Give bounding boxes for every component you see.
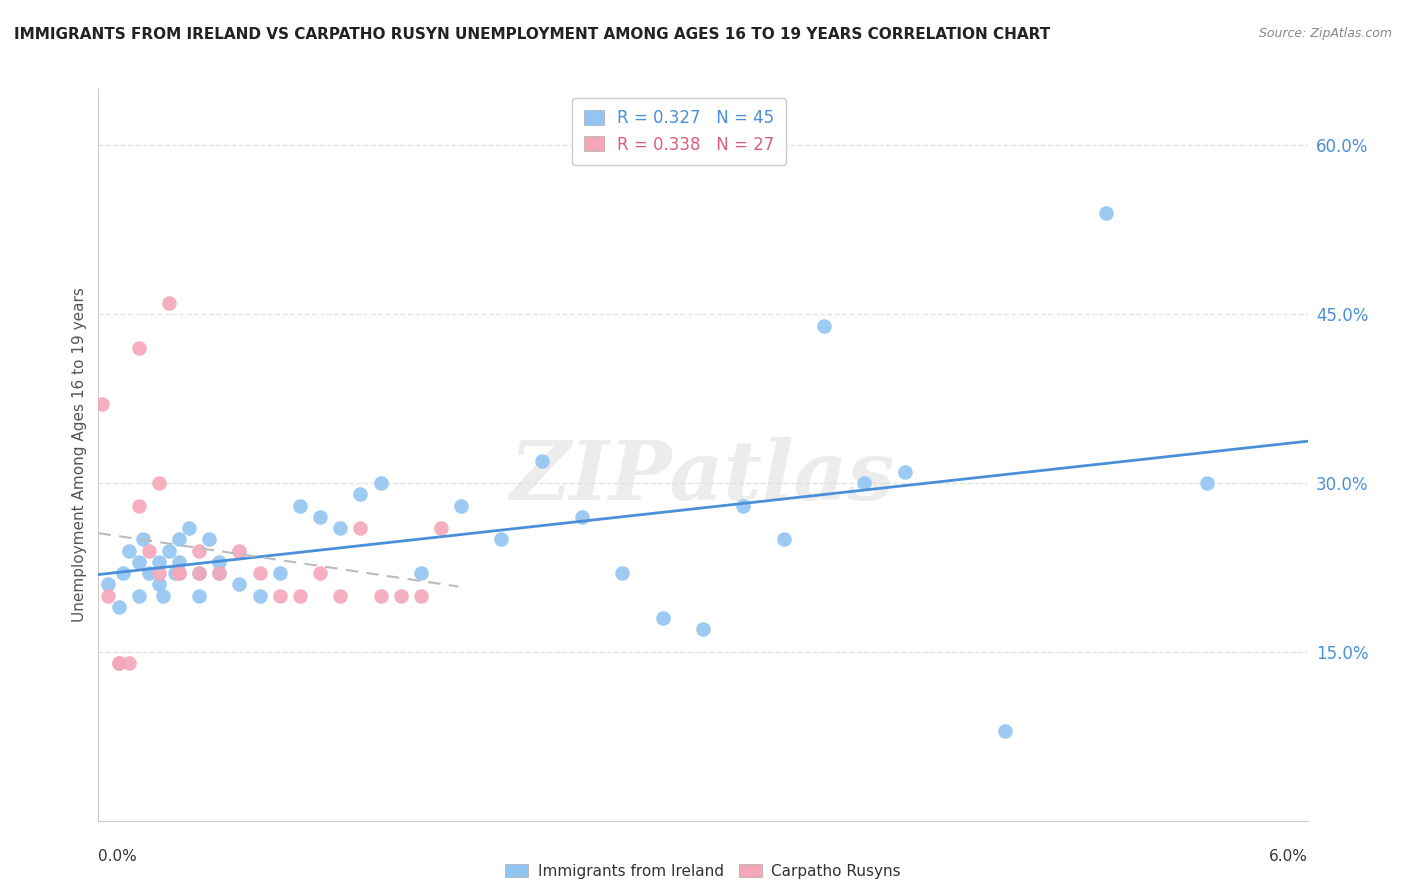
Point bbox=[228, 577, 250, 591]
Point bbox=[269, 589, 291, 603]
Point bbox=[188, 589, 211, 603]
Point bbox=[893, 465, 915, 479]
Text: 6.0%: 6.0% bbox=[1268, 849, 1308, 863]
Text: 0.0%: 0.0% bbox=[98, 849, 138, 863]
Point bbox=[530, 453, 553, 467]
Point bbox=[772, 533, 794, 547]
Point bbox=[450, 499, 472, 513]
Point bbox=[97, 589, 120, 603]
Point bbox=[208, 566, 231, 580]
Point bbox=[571, 509, 593, 524]
Point bbox=[157, 543, 180, 558]
Point bbox=[118, 656, 141, 670]
Point bbox=[409, 566, 432, 580]
Point bbox=[118, 543, 141, 558]
Point bbox=[208, 555, 231, 569]
Point bbox=[167, 566, 190, 580]
Point bbox=[111, 566, 134, 580]
Point bbox=[128, 341, 150, 355]
Point bbox=[128, 555, 150, 569]
Point bbox=[370, 476, 392, 491]
Point bbox=[128, 589, 150, 603]
Point bbox=[249, 566, 271, 580]
Point bbox=[97, 577, 120, 591]
Point bbox=[269, 566, 291, 580]
Point bbox=[329, 589, 352, 603]
Point bbox=[188, 566, 211, 580]
Legend: Immigrants from Ireland, Carpatho Rusyns: Immigrants from Ireland, Carpatho Rusyns bbox=[498, 855, 908, 886]
Point bbox=[228, 543, 250, 558]
Point bbox=[288, 499, 311, 513]
Point bbox=[167, 533, 190, 547]
Point bbox=[132, 533, 155, 547]
Point bbox=[409, 589, 432, 603]
Point bbox=[994, 723, 1017, 738]
Point bbox=[157, 296, 180, 310]
Point bbox=[692, 623, 714, 637]
Text: Source: ZipAtlas.com: Source: ZipAtlas.com bbox=[1258, 27, 1392, 40]
Point bbox=[249, 589, 271, 603]
Point bbox=[1095, 206, 1118, 220]
Point bbox=[148, 577, 170, 591]
Point bbox=[138, 566, 160, 580]
Point bbox=[329, 521, 352, 535]
Point bbox=[148, 566, 170, 580]
Point bbox=[813, 318, 835, 333]
Point bbox=[733, 499, 755, 513]
Point bbox=[91, 397, 114, 411]
Point bbox=[167, 566, 190, 580]
Point bbox=[370, 589, 392, 603]
Point bbox=[148, 555, 170, 569]
Point bbox=[1195, 476, 1218, 491]
Point bbox=[188, 543, 211, 558]
Text: ZIPatlas: ZIPatlas bbox=[510, 437, 896, 516]
Point bbox=[188, 566, 211, 580]
Point bbox=[148, 476, 170, 491]
Point bbox=[152, 589, 174, 603]
Point bbox=[138, 543, 160, 558]
Point bbox=[167, 555, 190, 569]
Point bbox=[208, 566, 231, 580]
Point bbox=[853, 476, 876, 491]
Point bbox=[198, 533, 221, 547]
Point bbox=[107, 656, 129, 670]
Point bbox=[107, 599, 129, 614]
Point bbox=[107, 656, 129, 670]
Point bbox=[349, 521, 371, 535]
Point bbox=[651, 611, 673, 625]
Point bbox=[309, 509, 332, 524]
Point bbox=[389, 589, 412, 603]
Point bbox=[612, 566, 634, 580]
Point bbox=[309, 566, 332, 580]
Text: IMMIGRANTS FROM IRELAND VS CARPATHO RUSYN UNEMPLOYMENT AMONG AGES 16 TO 19 YEARS: IMMIGRANTS FROM IRELAND VS CARPATHO RUSY… bbox=[14, 27, 1050, 42]
Point bbox=[163, 566, 186, 580]
Point bbox=[288, 589, 311, 603]
Point bbox=[430, 521, 453, 535]
Point bbox=[179, 521, 201, 535]
Point bbox=[349, 487, 371, 501]
Point bbox=[491, 533, 513, 547]
Point bbox=[128, 499, 150, 513]
Y-axis label: Unemployment Among Ages 16 to 19 years: Unemployment Among Ages 16 to 19 years bbox=[72, 287, 87, 623]
